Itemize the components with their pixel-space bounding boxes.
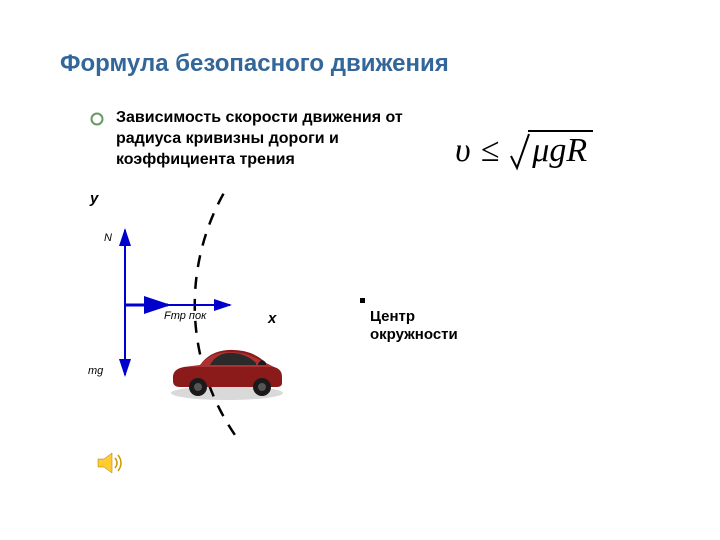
physics-diagram: [60, 190, 460, 470]
slide: Формула безопасного движения Зависимость…: [0, 0, 720, 540]
bullet-marker-icon: [90, 112, 104, 131]
sqrt-icon: μgR: [509, 130, 593, 172]
sound-icon[interactable]: [95, 450, 125, 481]
formula-lhs: υ: [455, 132, 471, 170]
formula-op: ≤: [481, 132, 500, 170]
bullet-text: Зависимость скорости движения от радиуса…: [116, 108, 426, 170]
slide-title: Формула безопасного движения: [60, 50, 660, 78]
car-icon: [171, 350, 283, 400]
diagram-svg: [60, 190, 460, 470]
formula-radicand: μgR: [528, 130, 593, 172]
formula: υ ≤ μgR: [455, 130, 593, 172]
